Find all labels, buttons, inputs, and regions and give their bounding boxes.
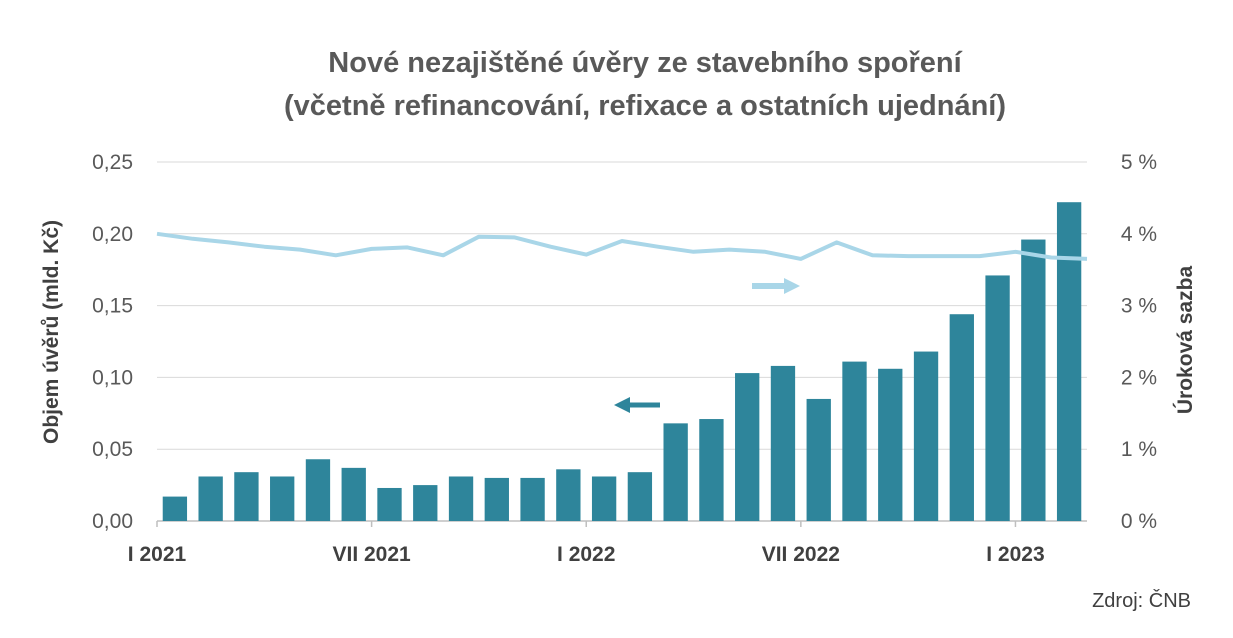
bar: [270, 476, 295, 521]
bar: [591, 476, 617, 521]
interest-rate-line: [156, 231, 1088, 261]
bar: [520, 477, 545, 521]
y-axis-right-title: Úroková sazba: [1173, 266, 1197, 415]
bar: [556, 469, 581, 521]
bar: [198, 476, 223, 521]
grid-lines: [157, 161, 1087, 522]
bar: [341, 467, 366, 521]
bar: [448, 476, 474, 521]
bar: [949, 314, 974, 521]
bar: [878, 368, 903, 521]
bar: [699, 419, 724, 521]
y-tick-label: 0,25: [92, 151, 133, 174]
bar: [806, 398, 831, 521]
bar: [913, 351, 939, 521]
bar-series: [162, 202, 1082, 521]
y-axis-right-ticks: 0 % 1 % 2 % 3 % 4 % 5 %: [1121, 151, 1157, 533]
x-tick-label: I 2022: [557, 543, 615, 566]
bar: [1021, 239, 1046, 521]
y-axis-left-ticks: 0,00 0,05 0,10 0,15 0,20 0,25: [92, 151, 133, 533]
x-axis-ticks: I 2021 VII 2021 I 2022 VII 2022 I 2023: [128, 521, 1045, 566]
left-arrow-icon: [614, 397, 660, 413]
y2-tick-label: 2 %: [1121, 366, 1157, 389]
right-arrow-icon: [752, 278, 800, 294]
bar: [985, 275, 1010, 521]
bar: [305, 459, 331, 521]
source-note: Zdroj: ČNB: [1092, 589, 1191, 612]
y2-tick-label: 0 %: [1121, 510, 1157, 533]
bar: [377, 487, 402, 521]
chart-title-line1: Nové nezajištěné úvěry ze stavebního spo…: [328, 47, 962, 79]
y-tick-label: 0,15: [92, 295, 133, 318]
bar: [770, 365, 796, 521]
bar: [413, 485, 438, 521]
bar: [627, 472, 653, 521]
x-tick-label: VII 2022: [762, 543, 840, 566]
bar: [234, 472, 259, 521]
bar: [663, 423, 688, 521]
y-axis-left-title: Objem úvěrů (mld. Kč): [40, 220, 63, 444]
x-tick-label: I 2021: [128, 543, 187, 566]
bar: [484, 477, 509, 521]
y-tick-label: 0,05: [92, 438, 133, 461]
x-tick-label: VII 2021: [332, 543, 411, 566]
chart-title-line2: (včetně refinancování, refixace a ostatn…: [284, 90, 1006, 122]
bar: [162, 496, 188, 521]
bar: [842, 361, 867, 521]
y2-tick-label: 4 %: [1121, 223, 1157, 246]
line-series: [156, 231, 1088, 261]
y-tick-label: 0,10: [92, 366, 133, 389]
y2-tick-label: 1 %: [1121, 438, 1157, 461]
bar: [735, 373, 760, 521]
y2-tick-label: 3 %: [1121, 295, 1157, 318]
y-tick-label: 0,20: [92, 223, 133, 246]
x-tick-label: I 2023: [986, 543, 1044, 566]
y2-tick-label: 5 %: [1121, 151, 1157, 174]
y-tick-label: 0,00: [92, 510, 133, 533]
bar: [1056, 202, 1082, 521]
